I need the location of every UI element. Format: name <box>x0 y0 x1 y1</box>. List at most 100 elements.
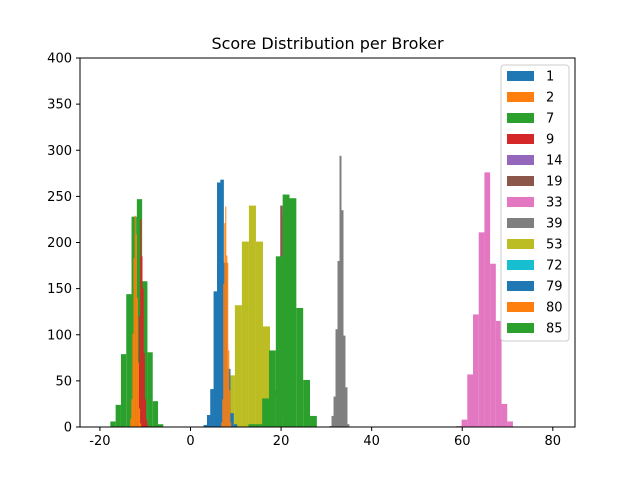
bar-85-9 <box>310 415 317 427</box>
x-tick-label: 60 <box>454 434 471 449</box>
bar-80-9 <box>230 422 232 427</box>
legend-label: 79 <box>546 280 563 295</box>
bar-2-8 <box>138 408 141 427</box>
bar-79-4 <box>217 182 221 427</box>
bar-53-1 <box>227 375 235 427</box>
bar-33-5 <box>484 172 491 427</box>
bar-7-3 <box>126 294 132 427</box>
bar-7-1 <box>115 404 121 427</box>
legend-item: 79 <box>507 280 563 295</box>
bar-9-7 <box>144 399 147 427</box>
bar-53-2 <box>234 305 242 427</box>
bar-80-5 <box>226 255 228 427</box>
bar-2-2 <box>132 333 134 427</box>
bar-39-2 <box>333 396 336 427</box>
bar-85-4 <box>275 256 283 427</box>
bar-2-0 <box>130 418 132 427</box>
y-tick-label: 150 <box>47 282 72 297</box>
y-tick-label: 250 <box>47 190 72 205</box>
x-tick-label: 80 <box>545 434 562 449</box>
bar-33-7 <box>495 320 502 427</box>
bar-80-1 <box>222 399 224 427</box>
x-tick-label: 20 <box>273 434 290 449</box>
bar-33-8 <box>501 403 508 427</box>
bar-7-8 <box>152 401 159 427</box>
bar-53-3 <box>241 241 249 427</box>
bar-79-1 <box>206 415 211 427</box>
bar-33-3 <box>473 314 479 427</box>
bar-79-5 <box>220 179 224 427</box>
y-tick-label: 100 <box>47 328 72 343</box>
legend-label: 9 <box>546 133 554 148</box>
series-80 <box>221 206 232 427</box>
bar-7-7 <box>147 352 153 427</box>
bar-2-1 <box>131 399 133 427</box>
bar-7-2 <box>120 354 127 427</box>
bar-79-2 <box>210 389 214 427</box>
bar-7-9 <box>158 424 164 427</box>
bar-9-6 <box>143 353 145 427</box>
bar-39-6 <box>341 210 344 427</box>
bar-9-8 <box>146 419 148 427</box>
bar-9-9 <box>147 425 149 427</box>
y-tick-label: 350 <box>47 98 72 113</box>
y-tick-label: 50 <box>55 374 72 389</box>
legend-item: 72 <box>507 259 563 274</box>
legend-item: 53 <box>507 238 563 253</box>
bar-39-9 <box>347 424 350 427</box>
bar-85-2 <box>262 398 269 427</box>
y-tick-label: 300 <box>47 144 72 159</box>
legend-swatch <box>507 260 534 270</box>
legend-item: 1 <box>507 70 554 85</box>
legend-label: 85 <box>546 322 563 337</box>
legend-item: 19 <box>507 175 563 190</box>
bar-85-8 <box>303 379 311 427</box>
bar-80-4 <box>225 206 227 427</box>
bar-53-4 <box>248 205 256 427</box>
y-tick-label: 0 <box>64 421 72 436</box>
bar-85-0 <box>248 424 256 427</box>
series-39 <box>329 155 350 427</box>
bar-2-4 <box>134 215 136 427</box>
bar-79-0 <box>203 425 207 427</box>
legend-swatch <box>507 134 534 144</box>
bar-80-2 <box>223 284 225 427</box>
legend-swatch <box>507 113 534 123</box>
bar-85-6 <box>289 198 297 427</box>
legend-swatch <box>507 92 534 102</box>
bar-53-6 <box>262 326 270 427</box>
legend-label: 1 <box>546 70 554 85</box>
series-33 <box>455 172 513 427</box>
bar-79-9 <box>233 424 238 427</box>
x-tick-label: -20 <box>89 434 110 449</box>
bar-80-6 <box>227 262 229 427</box>
legend-swatch <box>507 218 534 228</box>
legend-item: 33 <box>507 196 563 211</box>
legend-item: 2 <box>507 91 554 106</box>
y-tick-label: 400 <box>47 52 72 67</box>
bar-2-5 <box>135 234 137 427</box>
legend-swatch <box>507 323 534 333</box>
bar-39-8 <box>345 387 348 427</box>
bar-79-8 <box>230 413 234 427</box>
bar-9-4 <box>141 256 143 427</box>
chart-title: Score Distribution per Broker <box>211 34 444 53</box>
bar-33-1 <box>461 419 468 427</box>
bar-39-4 <box>337 260 340 427</box>
legend-label: 14 <box>546 154 563 169</box>
legend-swatch <box>507 176 534 186</box>
bar-33-2 <box>467 374 474 427</box>
legend-swatch <box>507 281 534 291</box>
legend-item: 14 <box>507 154 563 169</box>
bar-85-7 <box>296 307 304 427</box>
bar-33-9 <box>507 421 513 427</box>
x-axis: -20 0 20 40 60 80 <box>89 427 561 449</box>
bar-85-5 <box>282 194 290 427</box>
series-85 <box>248 194 317 427</box>
bar-39-3 <box>335 329 338 427</box>
y-tick-label: 200 <box>47 236 72 251</box>
legend-item: 39 <box>507 217 563 232</box>
bars-layer <box>110 155 513 427</box>
